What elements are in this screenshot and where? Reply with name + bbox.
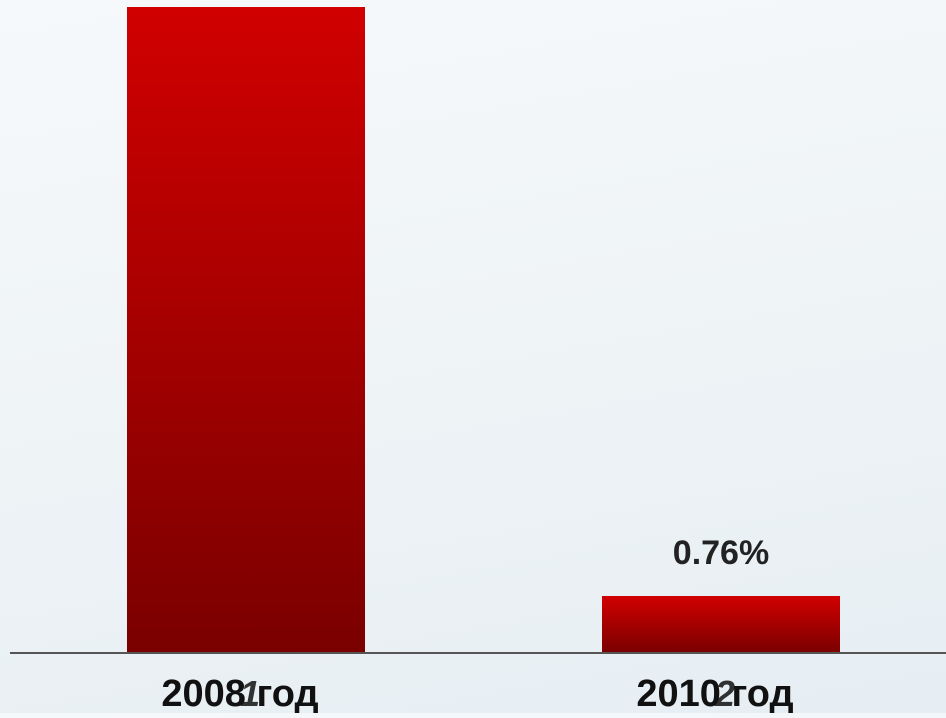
bar-2	[602, 596, 840, 653]
bars-layer	[127, 7, 840, 653]
category-overlay-number-2: 2	[714, 673, 735, 713]
bar-1	[127, 7, 365, 653]
category-overlay-number-1: 1	[240, 673, 260, 713]
bar-value-label-2: 0.76%	[673, 534, 769, 572]
category-label-1: 2008 год	[161, 673, 318, 713]
category-label-2: 2010 год	[636, 673, 793, 713]
